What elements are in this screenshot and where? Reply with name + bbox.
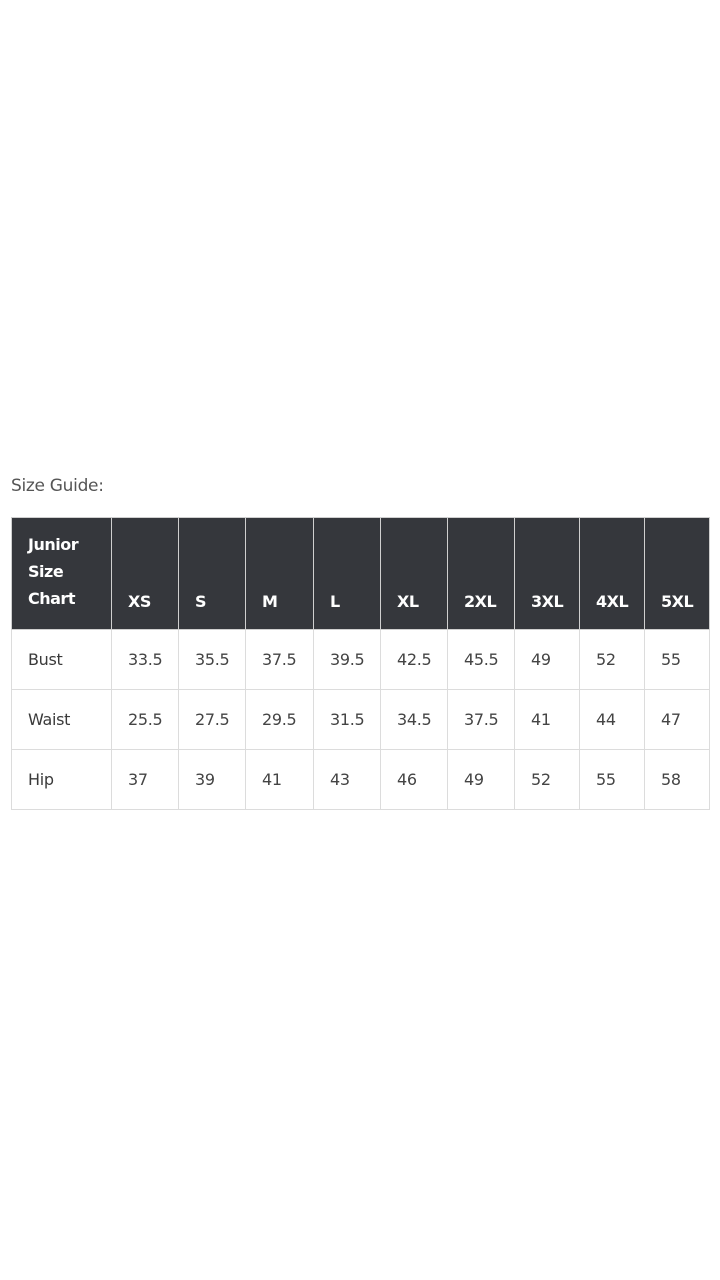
table-cell: 43 bbox=[313, 749, 381, 810]
table-cell: 42.5 bbox=[380, 629, 448, 690]
column-header-3xl: 3XL bbox=[514, 517, 580, 630]
size-guide-title: Size Guide: bbox=[11, 476, 104, 496]
row-label: Hip bbox=[11, 749, 112, 810]
column-header-5xl: 5XL bbox=[644, 517, 710, 630]
table-cell: 46 bbox=[380, 749, 448, 810]
row-label: Bust bbox=[11, 629, 112, 690]
table-cell: 55 bbox=[644, 629, 710, 690]
table-row-hip: Hip 37 39 41 43 46 49 52 55 58 bbox=[11, 749, 710, 810]
header-corner-word: Junior bbox=[28, 535, 79, 554]
header-corner-word: Size bbox=[28, 562, 64, 581]
column-header-2xl: 2XL bbox=[447, 517, 515, 630]
table-cell: 47 bbox=[644, 689, 710, 750]
table-cell: 58 bbox=[644, 749, 710, 810]
table-cell: 44 bbox=[579, 689, 645, 750]
table-cell: 33.5 bbox=[111, 629, 179, 690]
table-cell: 29.5 bbox=[245, 689, 314, 750]
column-header-4xl: 4XL bbox=[579, 517, 645, 630]
table-row-bust: Bust 33.5 35.5 37.5 39.5 42.5 45.5 49 52 55 bbox=[11, 629, 710, 690]
row-label: Waist bbox=[11, 689, 112, 750]
table-cell: 39.5 bbox=[313, 629, 381, 690]
table-cell: 27.5 bbox=[178, 689, 246, 750]
table-cell: 37.5 bbox=[245, 629, 314, 690]
table-cell: 45.5 bbox=[447, 629, 515, 690]
size-chart-table: Junior Size Chart XS S M L XL 2XL 3XL 4XL 5XL Bust… bbox=[11, 517, 710, 810]
header-row: Junior Size Chart XS S M L XL 2XL 3XL 4XL 5XL bbox=[11, 517, 710, 630]
column-header-s: S bbox=[178, 517, 246, 630]
table-cell: 25.5 bbox=[111, 689, 179, 750]
table-cell: 55 bbox=[579, 749, 645, 810]
table-cell: 31.5 bbox=[313, 689, 381, 750]
table-row-waist: Waist 25.5 27.5 29.5 31.5 34.5 37.5 41 44 47 bbox=[11, 689, 710, 750]
header-corner: Junior Size Chart bbox=[11, 517, 112, 630]
table-cell: 39 bbox=[178, 749, 246, 810]
column-header-l: L bbox=[313, 517, 381, 630]
table-cell: 37.5 bbox=[447, 689, 515, 750]
table-cell: 41 bbox=[245, 749, 314, 810]
table-cell: 41 bbox=[514, 689, 580, 750]
table-cell: 52 bbox=[514, 749, 580, 810]
column-header-xs: XS bbox=[111, 517, 179, 630]
table-cell: 35.5 bbox=[178, 629, 246, 690]
table-cell: 34.5 bbox=[380, 689, 448, 750]
table-cell: 49 bbox=[514, 629, 580, 690]
table-cell: 37 bbox=[111, 749, 179, 810]
table-cell: 52 bbox=[579, 629, 645, 690]
column-header-xl: XL bbox=[380, 517, 448, 630]
table-cell: 49 bbox=[447, 749, 515, 810]
column-header-m: M bbox=[245, 517, 314, 630]
header-corner-word: Chart bbox=[28, 589, 75, 608]
